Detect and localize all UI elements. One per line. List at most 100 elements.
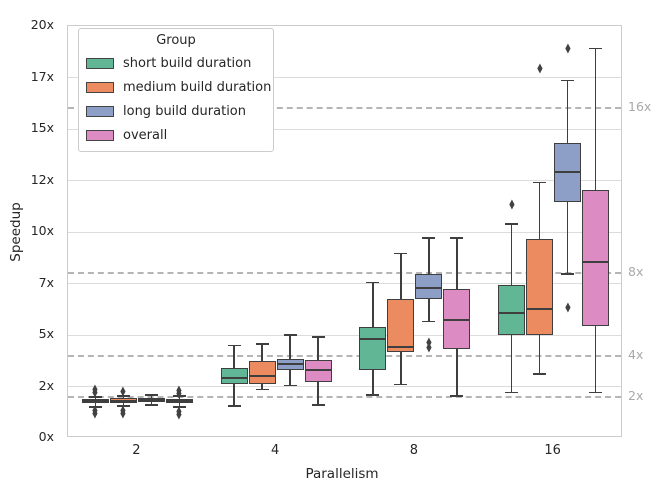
whisker-cap-top-series0-cat3 [505,222,519,225]
whisker-cap-top-series2-cat1 [283,334,297,336]
x-axis-label: Parallelism [305,466,379,482]
whisker-cap-bottom-series1-cat2 [394,383,408,386]
reference-line-label: 8x [628,264,644,280]
legend-swatch-3 [86,129,114,141]
median-series2-cat0 [137,398,165,401]
median-series0-cat0 [81,400,109,403]
median-series3-cat0 [165,400,193,403]
reference-line-label: 16x [628,99,652,115]
whisker-cap-top-series2-cat2 [422,237,436,239]
median-series1-cat2 [387,346,415,349]
whisker-cap-bottom-series2-cat3 [561,273,575,276]
box-series0-cat1 [220,367,248,385]
whisker-cap-top-series3-cat3 [589,47,603,50]
outlier-diamond-series1-cat3: ♦ [535,61,544,78]
x-tick-label: 4 [271,443,280,458]
x-tick-label: 16 [544,443,561,458]
whisker-cap-top-series1-cat2 [394,252,408,255]
whisker-cap-top-series2-cat3 [561,79,575,82]
box-series1-cat1 [248,360,276,385]
whisker-cap-bottom-series0-cat3 [505,391,519,394]
whisker-cap-top-series3-cat1 [311,336,325,338]
legend-swatch-0 [86,57,114,69]
box-series1-cat3 [526,239,554,335]
y-tick-label: 7x [38,274,54,290]
reference-line [68,107,621,110]
legend-items: short build duration medium build duratio… [79,51,273,147]
x-tick-label: 8 [409,443,419,458]
legend: Group short build duration medium build d… [78,28,274,152]
whisker-cap-top-series1-cat1 [255,343,269,346]
median-series3-cat3 [582,260,610,263]
outlier-diamond-series3-cat0: ♦ [175,407,184,424]
median-series0-cat1 [220,377,248,380]
outlier-diamond-series1-cat0: ♦ [119,403,128,420]
whisker-cap-bottom-series3-cat1 [311,404,325,406]
box-series3-cat3 [582,189,610,326]
whisker-cap-top-series3-cat0 [172,394,186,397]
whisker-cap-bottom-series1-cat1 [255,388,269,391]
outlier-diamond-series2-cat3: ♦ [563,300,572,317]
outlier-diamond-series1-cat0: ♦ [119,383,128,400]
whisker-cap-bottom-series3-cat2 [450,394,464,397]
y-tick-label: 12x [30,171,54,187]
y-tick-label: 10x [30,223,54,238]
box-series0-cat2 [359,326,387,370]
whisker-cap-bottom-series1-cat0 [116,405,130,407]
outlier-diamond-series0-cat0: ♦ [91,384,100,401]
reference-line-label: 2x [628,387,644,403]
whisker-cap-bottom-series0-cat2 [366,393,380,396]
whisker-cap-top-series0-cat1 [227,344,241,347]
median-series3-cat2 [443,318,471,321]
y-tick-label: 0x [38,429,54,444]
whisker-cap-top-series2-cat0 [144,393,158,396]
legend-swatch-2 [86,105,114,117]
legend-item-0: short build duration [79,51,273,75]
gridline [68,128,621,130]
reference-line [68,272,621,275]
gridline [68,334,621,336]
whisker-cap-bottom-series3-cat3 [589,391,603,394]
y-tick-label: 20x [30,17,54,32]
median-series1-cat1 [248,375,276,378]
box-series3-cat1 [304,359,332,383]
outlier-diamond-series2-cat3: ♦ [563,40,572,57]
reference-line [68,395,621,398]
whisker-cap-bottom-series0-cat0 [88,406,102,408]
y-tick-label: 15x [30,120,54,135]
y-tick-label: 2x [38,377,54,393]
whisker-cap-bottom-series2-cat1 [283,384,297,387]
median-series2-cat3 [554,171,582,174]
whisker-cap-bottom-series2-cat0 [144,404,158,406]
whisker-cap-top-series3-cat2 [450,237,464,239]
whisker-cap-top-series1-cat3 [533,181,547,184]
whisker-cap-top-series0-cat2 [366,281,380,284]
box-series1-cat2 [387,298,415,353]
gridline [68,77,621,78]
box-series2-cat2 [415,274,443,299]
median-series1-cat0 [109,399,137,402]
gridline [68,386,621,387]
whisker-cap-top-series0-cat0 [88,396,102,398]
legend-label-3: overall [123,127,168,143]
outlier-diamond-series2-cat2: ♦ [424,340,434,357]
outlier-diamond-series1-cat0: ♦ [119,406,128,423]
outlier-diamond-series0-cat0: ♦ [91,381,100,398]
whisker-cap-bottom-series0-cat1 [227,405,241,407]
median-series2-cat2 [415,286,443,289]
legend-label-0: short build duration [123,55,252,71]
y-tick-label: 5x [38,326,54,341]
box-series0-cat3 [498,284,526,335]
gridline [68,231,621,233]
y-tick-label: 17x [30,68,54,84]
legend-label-1: medium build duration [123,79,272,95]
legend-item-2: long build duration [79,99,273,123]
median-series2-cat1 [276,362,304,365]
outlier-diamond-series0-cat3: ♦ [507,197,516,214]
legend-label-2: long build duration [123,103,246,119]
outlier-diamond-series3-cat0: ♦ [175,404,184,421]
x-tick-label: 2 [132,443,141,458]
outlier-diamond-series0-cat0: ♦ [91,406,100,423]
whisker-cap-bottom-series3-cat0 [172,406,186,408]
